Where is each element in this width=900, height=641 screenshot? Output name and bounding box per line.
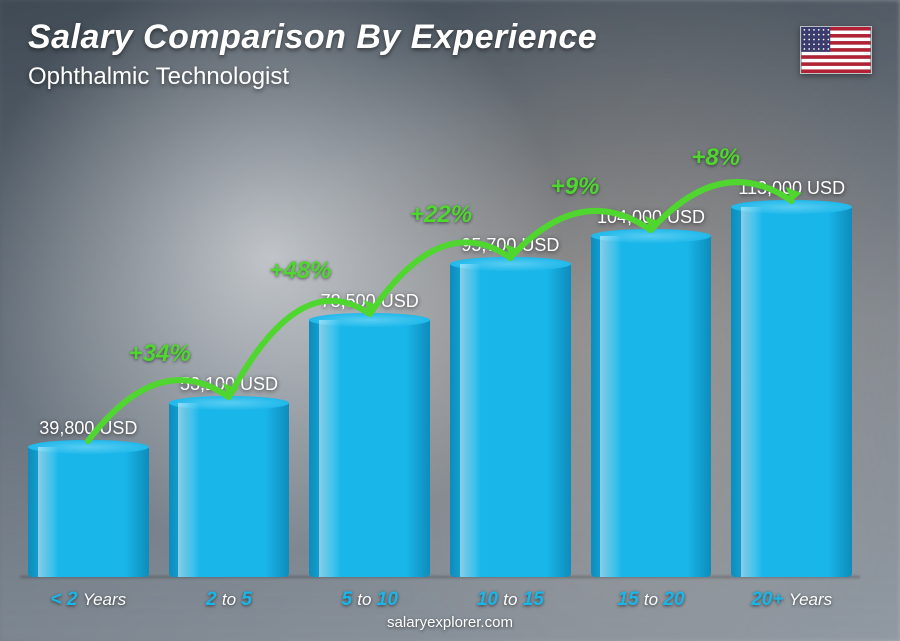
page-title: Salary Comparison By Experience [28, 18, 597, 57]
growth-arc-label: +22% [410, 201, 472, 229]
bar-value-label: 39,800 USD [39, 418, 137, 439]
flag-icon [800, 26, 872, 74]
bar [450, 264, 571, 577]
bar-category-label: 5 to 10 [341, 589, 397, 611]
bar-value-label: 78,500 USD [321, 291, 419, 312]
bar-value-label: 104,000 USD [597, 207, 705, 228]
growth-arc-label: +8% [691, 144, 740, 172]
bar-category-label: 15 to 20 [618, 589, 685, 611]
bar-value-label: 95,700 USD [461, 235, 559, 256]
bar-group: 95,700 USD10 to 15 [450, 235, 571, 577]
bar [591, 236, 712, 577]
bar-group: 104,000 USD15 to 20 [591, 207, 712, 577]
bar-value-label: 113,000 USD [738, 178, 845, 199]
bar-group: 53,100 USD2 to 5 [169, 374, 290, 577]
bar [169, 403, 290, 577]
bar-category-label: 10 to 15 [477, 589, 544, 611]
page-subtitle: Ophthalmic Technologist [28, 63, 597, 91]
bar-group: 113,000 USD20+ Years [731, 178, 852, 577]
bar-value-label: 53,100 USD [180, 374, 278, 395]
growth-arc-label: +34% [129, 340, 191, 368]
bar-category-label: < 2 Years [50, 589, 126, 611]
bar-group: 39,800 USD< 2 Years [28, 418, 149, 577]
growth-arc-label: +9% [551, 173, 600, 201]
bar-category-label: 20+ Years [751, 589, 832, 611]
bar [731, 207, 852, 577]
bar-group: 78,500 USD5 to 10 [309, 291, 430, 577]
footer-attribution: salaryexplorer.com [387, 614, 513, 631]
bar-category-label: 2 to 5 [206, 589, 252, 611]
bar [309, 320, 430, 577]
bar [28, 447, 149, 577]
header: Salary Comparison By Experience Ophthalm… [28, 18, 597, 91]
growth-arc-label: +48% [269, 257, 331, 285]
